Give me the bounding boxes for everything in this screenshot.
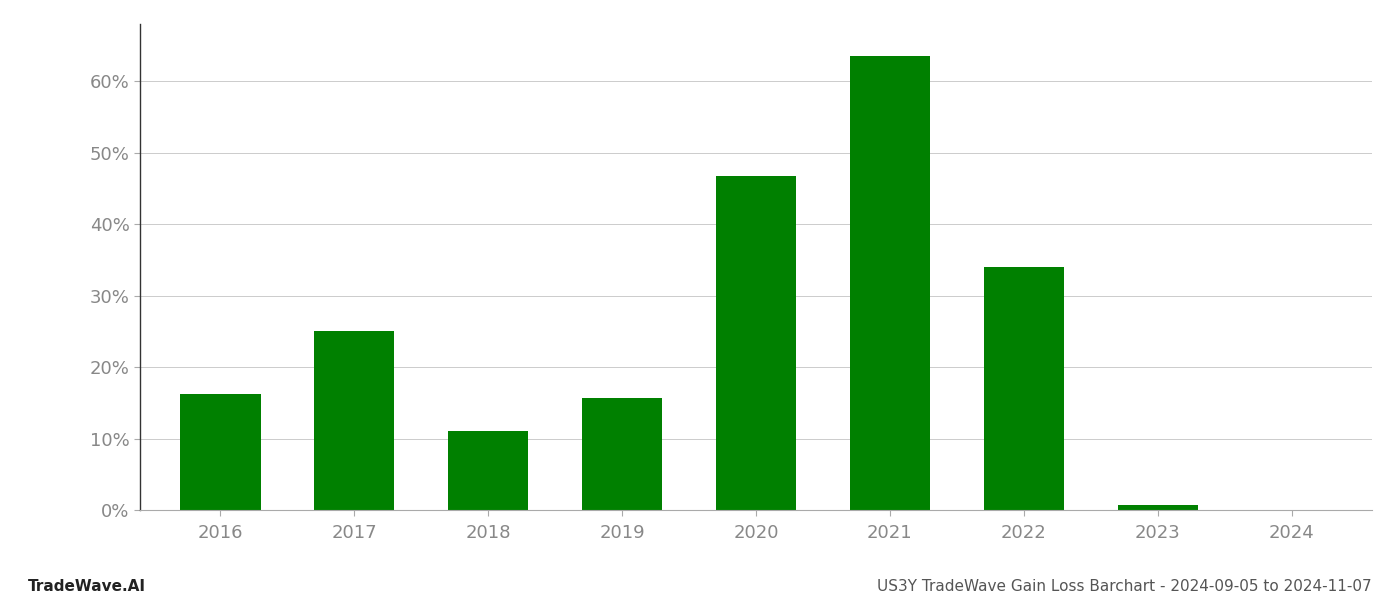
Text: US3Y TradeWave Gain Loss Barchart - 2024-09-05 to 2024-11-07: US3Y TradeWave Gain Loss Barchart - 2024…: [878, 579, 1372, 594]
Bar: [1117, 505, 1198, 510]
Bar: [850, 56, 930, 510]
Bar: [314, 331, 395, 510]
Bar: [984, 267, 1064, 510]
Bar: [582, 398, 662, 510]
Bar: [448, 431, 528, 510]
Bar: [181, 394, 260, 510]
Bar: [715, 176, 797, 510]
Text: TradeWave.AI: TradeWave.AI: [28, 579, 146, 594]
